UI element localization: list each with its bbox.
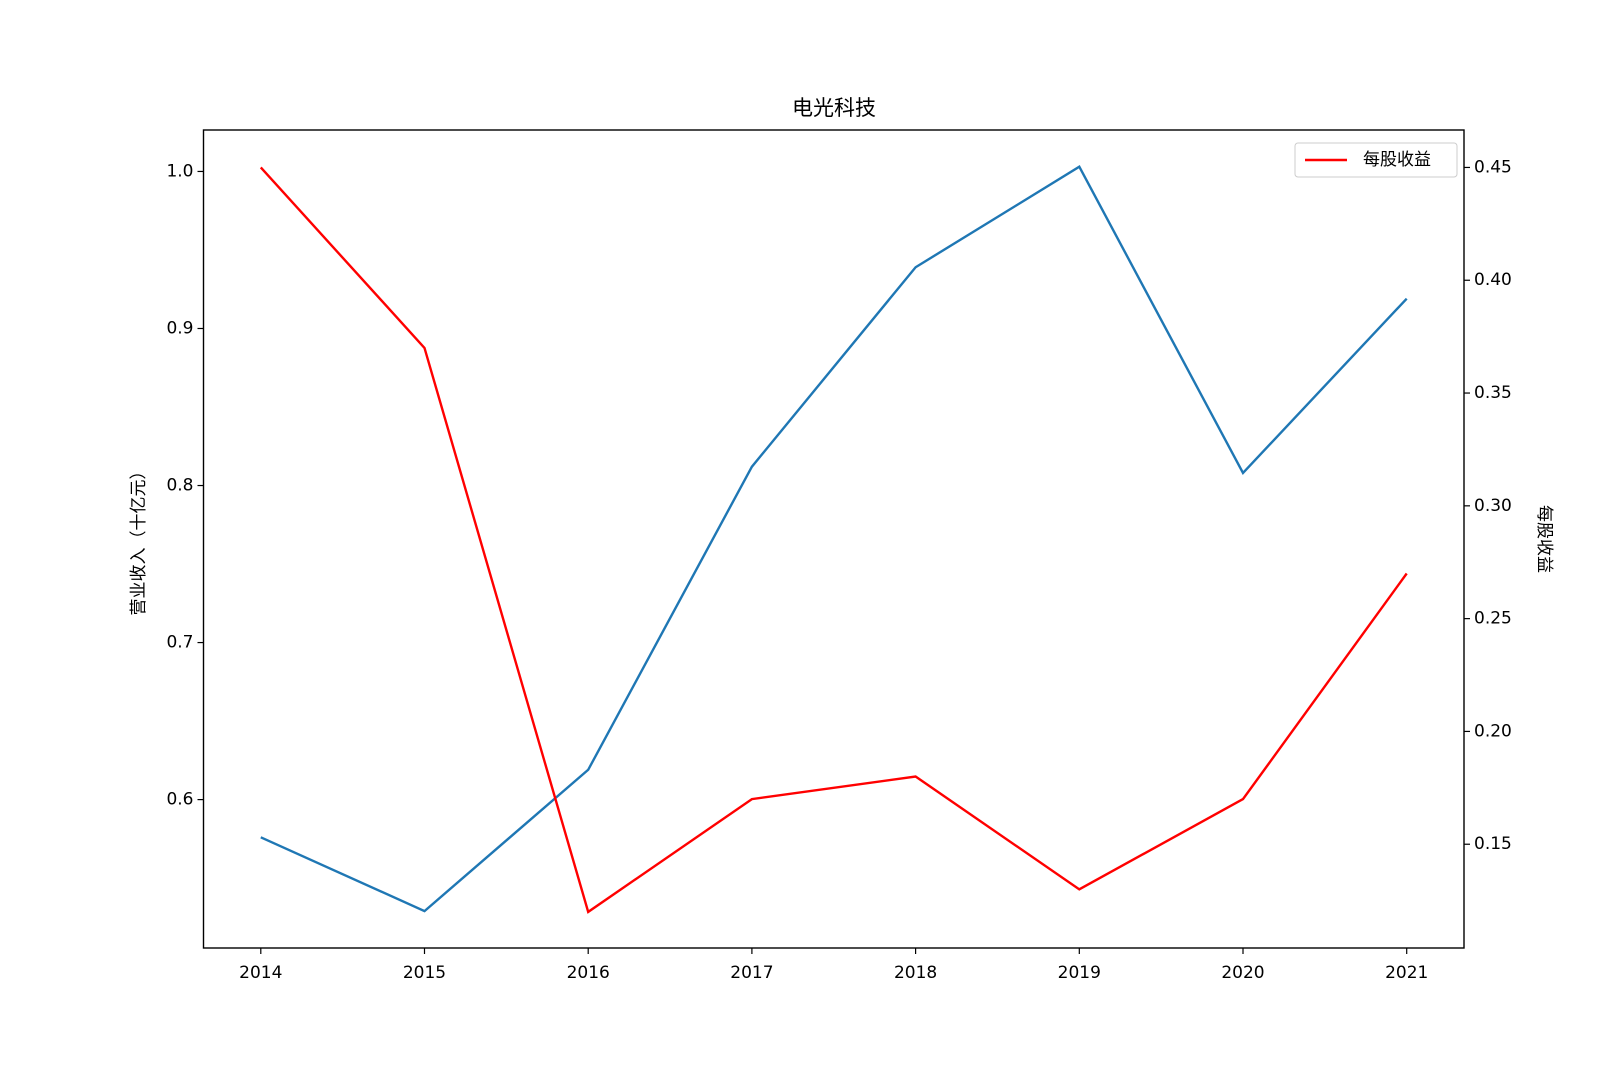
legend-label: 每股收益 bbox=[1363, 150, 1431, 170]
chart-title: 电光科技 bbox=[792, 96, 876, 120]
x-tick-label: 2019 bbox=[1058, 963, 1101, 983]
y-axis-label: 营业收入（十亿元） bbox=[129, 463, 149, 616]
x-tick-label: 2018 bbox=[894, 963, 937, 983]
y2-tick-label: 0.25 bbox=[1474, 609, 1512, 629]
x-tick-label: 2020 bbox=[1221, 963, 1264, 983]
y2-tick-label: 0.20 bbox=[1474, 721, 1512, 741]
y2-axis-label: 每股收益 bbox=[1534, 505, 1554, 573]
y2-tick-label: 0.30 bbox=[1474, 496, 1512, 516]
y2-tick-label: 0.15 bbox=[1474, 834, 1512, 854]
plot-frame bbox=[202, 129, 1465, 949]
x-tick-label: 2016 bbox=[567, 963, 610, 983]
y-tick-label: 0.6 bbox=[166, 790, 193, 810]
series-line bbox=[260, 165, 1408, 913]
x-tick-label: 2014 bbox=[239, 963, 282, 983]
y-tick-label: 0.9 bbox=[166, 318, 193, 338]
y-tick-label: 1.0 bbox=[166, 161, 193, 181]
series-line bbox=[259, 166, 1408, 914]
x-tick-label: 2015 bbox=[403, 963, 446, 983]
y2-tick-label: 0.35 bbox=[1474, 383, 1512, 403]
x-tick-label: 2017 bbox=[730, 963, 773, 983]
legend-box bbox=[1294, 142, 1458, 178]
y-tick-label: 0.8 bbox=[166, 476, 193, 496]
y2-tick-label: 0.45 bbox=[1474, 157, 1512, 177]
x-tick-label: 2021 bbox=[1385, 963, 1428, 983]
y-tick-label: 0.7 bbox=[166, 633, 193, 653]
y2-tick-label: 0.40 bbox=[1474, 270, 1512, 290]
